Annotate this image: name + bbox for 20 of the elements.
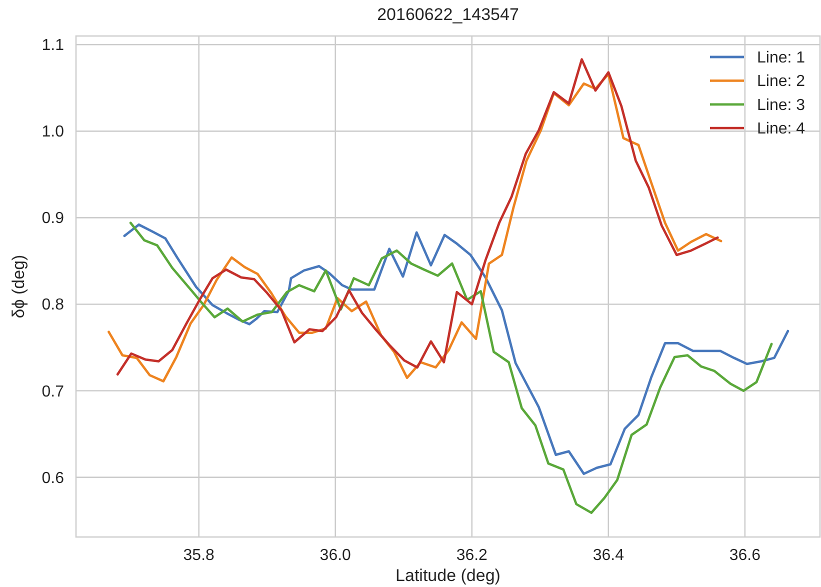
line-series [129, 222, 773, 514]
legend-label: Line: 2 [757, 73, 806, 90]
y-axis-title: δϕ (deg) [9, 254, 28, 318]
line-series [123, 223, 790, 476]
y-tick-label: 0.9 [42, 210, 64, 228]
x-tick-label: 36.6 [729, 547, 761, 564]
x-tick-label: 36.0 [320, 547, 352, 564]
x-tick-label: 35.8 [183, 547, 215, 564]
legend-label: Line: 1 [757, 50, 806, 66]
y-tick-label: 0.8 [42, 296, 64, 314]
y-tick-label: 0.6 [42, 470, 64, 487]
y-tick-label: 1.1 [42, 37, 64, 54]
chart-title: 20160622_143547 [377, 5, 519, 24]
y-tick-label: 1.0 [42, 124, 64, 141]
legend-label: Line: 4 [757, 120, 806, 138]
x-tick-label: 36.2 [456, 547, 488, 564]
x-axis-title: Latitude (deg) [396, 566, 500, 585]
legend-label: Line: 3 [757, 96, 806, 114]
x-tick-label: 36.4 [592, 547, 624, 564]
y-tick-label: 0.7 [42, 383, 64, 400]
